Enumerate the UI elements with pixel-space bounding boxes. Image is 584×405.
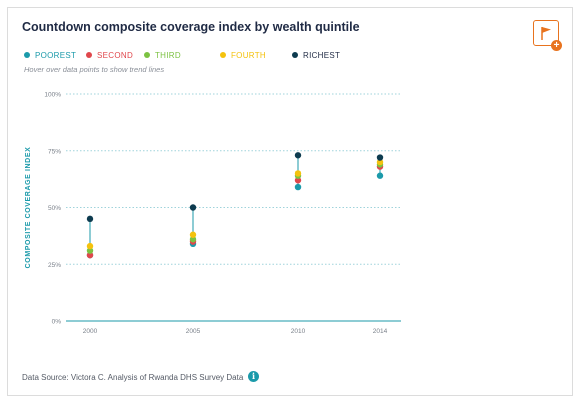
x-tick-label: 2014 [373,328,388,335]
legend-label: SECOND [97,51,134,60]
hover-hint: Hover over data points to show trend lin… [24,65,165,74]
legend-item-third[interactable]: THIRD [144,51,181,60]
legend-label: THIRD [155,51,181,60]
legend-dot [86,52,92,58]
y-tick-label: 50% [48,205,61,212]
legend-dot [292,52,298,58]
legend-item-poorest[interactable]: POOREST [24,51,76,60]
data-point-poorest [294,183,302,191]
legend-label: POOREST [35,51,77,60]
legend-label: FOURTH [231,51,266,60]
y-tick-label: 75% [48,148,61,155]
chart-card: Countdown composite coverage index by we… [7,7,573,396]
data-point-fourth [189,231,197,238]
flag-icon [541,27,551,40]
legend-item-richest[interactable]: RICHEST [292,51,340,60]
x-tick-label: 2010 [291,328,306,335]
y-tick-label: 100% [44,92,61,99]
y-tick-label: 25% [48,262,61,269]
data-source: Data Source: Victora C. Analysis of Rwan… [22,373,244,382]
data-point-second [294,177,302,184]
plus-icon[interactable]: + [551,40,562,51]
data-point-fourth [86,242,94,250]
data-point-fourth [294,170,302,177]
x-tick-label: 2000 [83,328,98,335]
info-icon[interactable]: i [248,371,259,382]
y-axis-label: COMPOSITE COVERAGE INDEX [25,147,32,269]
x-tick-label: 2005 [186,328,201,335]
legend-dot [220,52,226,58]
data-point-second [86,251,94,259]
data-point-richest [189,204,197,211]
chart-title: Countdown composite coverage index by we… [22,20,360,34]
data-point-third [189,236,197,243]
data-point-richest [376,154,384,161]
data-point-fourth [376,158,384,166]
legend-item-second[interactable]: SECOND [86,51,133,60]
chart-plot: 0% 25% 50% 75% 100% COMPOSITE COVERAGE INDEX 2… [25,92,401,335]
legend-dot [24,52,30,58]
y-tick-label: 0% [52,319,62,326]
legend-dot [144,52,150,58]
data-point-richest [86,215,94,223]
legend-item-fourth[interactable]: FOURTH [220,51,266,60]
data-point-third [86,247,94,254]
data-point-richest [294,152,302,159]
data-point-poorest [376,172,384,179]
legend-label: RICHEST [303,51,341,60]
